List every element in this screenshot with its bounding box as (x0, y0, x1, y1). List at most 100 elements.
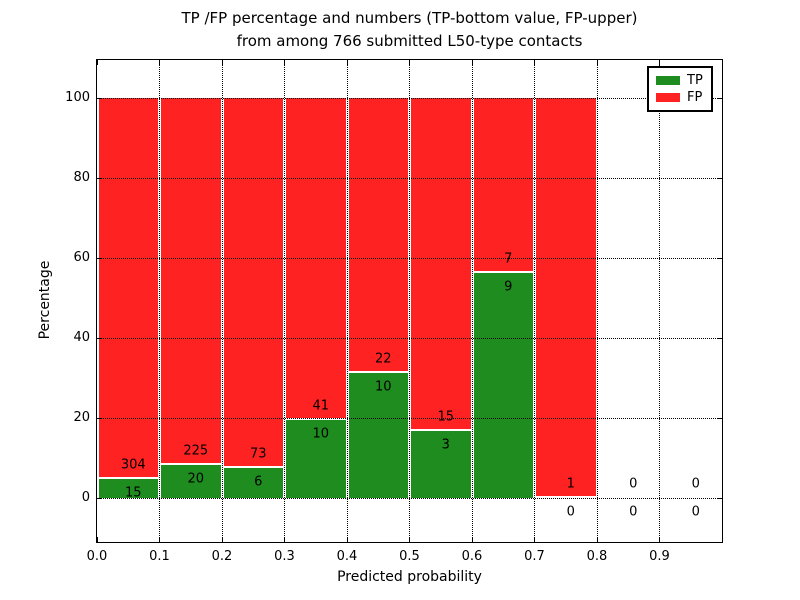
x-tick-label: 0.9 (649, 549, 670, 564)
fp-count-label: 225 (183, 443, 209, 459)
x-tick-mark (284, 60, 285, 65)
x-tick-mark (659, 537, 660, 542)
tp-count-label: 3 (441, 437, 450, 453)
legend-item-tp: TP (649, 74, 711, 87)
gridline-horizontal (97, 98, 722, 99)
fp-count-label: 1 (566, 476, 575, 492)
fp-count-label: 0 (691, 476, 700, 492)
tp-count-label: 9 (504, 279, 513, 295)
x-tick-label: 0.1 (149, 549, 170, 564)
x-tick-label: 0.7 (524, 549, 545, 564)
bar-tp-segment (161, 465, 221, 498)
x-tick-mark (409, 60, 410, 65)
y-tick-mark (97, 418, 102, 419)
x-tick-label: 0.8 (586, 549, 608, 564)
bar-tp-segment (223, 467, 283, 498)
x-tick-mark (221, 537, 223, 542)
gridline-vertical (346, 60, 348, 542)
y-tick-mark (717, 338, 722, 339)
bar-tp-segment (473, 273, 533, 498)
fp-count-label: 22 (374, 351, 392, 367)
y-tick-mark (97, 258, 102, 259)
fp-count-label: 304 (120, 457, 146, 473)
x-tick-mark (471, 60, 473, 65)
y-tick-mark (717, 98, 722, 99)
x-tick-label: 0.0 (86, 549, 108, 564)
x-tick-mark (96, 60, 98, 65)
x-tick-mark (409, 537, 410, 542)
y-tick-label: 80 (73, 170, 90, 185)
y-tick-label: 100 (65, 90, 90, 105)
y-tick-mark (717, 258, 722, 259)
tp-count-label: 0 (629, 504, 638, 520)
plot-area: 304 15 225 20 73 6 41 10 22 10 15 3 7 9 1 0 0 0 0 0 (96, 59, 723, 543)
bar-tp-segment (411, 431, 471, 498)
y-tick-mark (717, 418, 722, 419)
gridline-vertical (221, 60, 223, 542)
bar-fp-segment (473, 98, 533, 273)
x-tick-mark (159, 537, 160, 542)
fp-count-label: 7 (504, 251, 513, 267)
x-tick-mark (471, 537, 473, 542)
y-tick-mark (717, 178, 722, 179)
x-tick-label: 0.3 (274, 549, 295, 564)
x-tick-mark (659, 60, 660, 65)
y-axis-label: Percentage (37, 260, 53, 340)
y-tick-label: 40 (73, 330, 90, 345)
fp-color-swatch-icon (656, 93, 680, 103)
gridline-vertical (659, 60, 660, 542)
tp-count-label: 20 (187, 471, 205, 487)
y-tick-mark (717, 498, 722, 499)
fp-count-label: 15 (437, 409, 455, 425)
bar-fp-segment (348, 98, 408, 373)
x-tick-label: 0.2 (211, 549, 233, 564)
tp-count-label: 6 (254, 474, 263, 490)
tp-count-label: 10 (312, 426, 330, 442)
gridline-vertical (596, 60, 598, 542)
bar-fp-segment (98, 98, 158, 480)
bar-fp-segment (411, 98, 471, 432)
gridline-vertical (159, 60, 160, 542)
fp-count-label: 0 (629, 476, 638, 492)
bar-tp-segment (348, 373, 408, 498)
y-tick-mark (97, 98, 102, 99)
legend-label-fp: FP (687, 90, 703, 106)
legend: TP FP (647, 66, 713, 112)
x-axis-label: Predicted probability (337, 569, 482, 585)
x-tick-mark (721, 60, 723, 65)
legend-item-fp: FP (649, 91, 711, 104)
tp-count-label: 0 (691, 504, 700, 520)
y-tick-label: 20 (73, 410, 90, 425)
y-tick-mark (97, 498, 102, 499)
x-tick-mark (534, 537, 535, 542)
tp-count-label: 15 (124, 485, 142, 501)
y-tick-mark (97, 338, 102, 339)
y-tick-label: 0 (81, 490, 90, 505)
tp-color-swatch-icon (656, 75, 680, 85)
x-tick-mark (534, 60, 535, 65)
tp-count-label: 0 (566, 504, 575, 520)
gridline-vertical (471, 60, 473, 542)
bar-fp-segment (161, 98, 221, 466)
x-tick-mark (596, 60, 598, 65)
x-tick-label: 0.4 (336, 549, 358, 564)
bar-tp-segment (286, 419, 346, 498)
x-tick-mark (96, 537, 98, 542)
x-tick-mark (221, 60, 223, 65)
bar-fp-segment (536, 98, 596, 498)
tp-count-label: 10 (374, 379, 392, 395)
gridline-horizontal (97, 338, 722, 339)
gridline-horizontal (97, 178, 722, 179)
gridline-horizontal (97, 418, 722, 419)
x-tick-mark (596, 537, 598, 542)
x-tick-mark (346, 60, 348, 65)
x-tick-mark (721, 537, 723, 542)
gridline-vertical (534, 60, 535, 542)
chart-title-line1: TP /FP percentage and numbers (TP-bottom… (181, 9, 638, 27)
gridline-horizontal (97, 498, 722, 499)
chart-title-line2: from among 766 submitted L50-type contac… (236, 32, 583, 50)
legend-label-tp: TP (687, 72, 703, 88)
fp-count-label: 73 (249, 446, 267, 462)
gridline-vertical (284, 60, 285, 542)
x-tick-label: 0.6 (461, 549, 483, 564)
